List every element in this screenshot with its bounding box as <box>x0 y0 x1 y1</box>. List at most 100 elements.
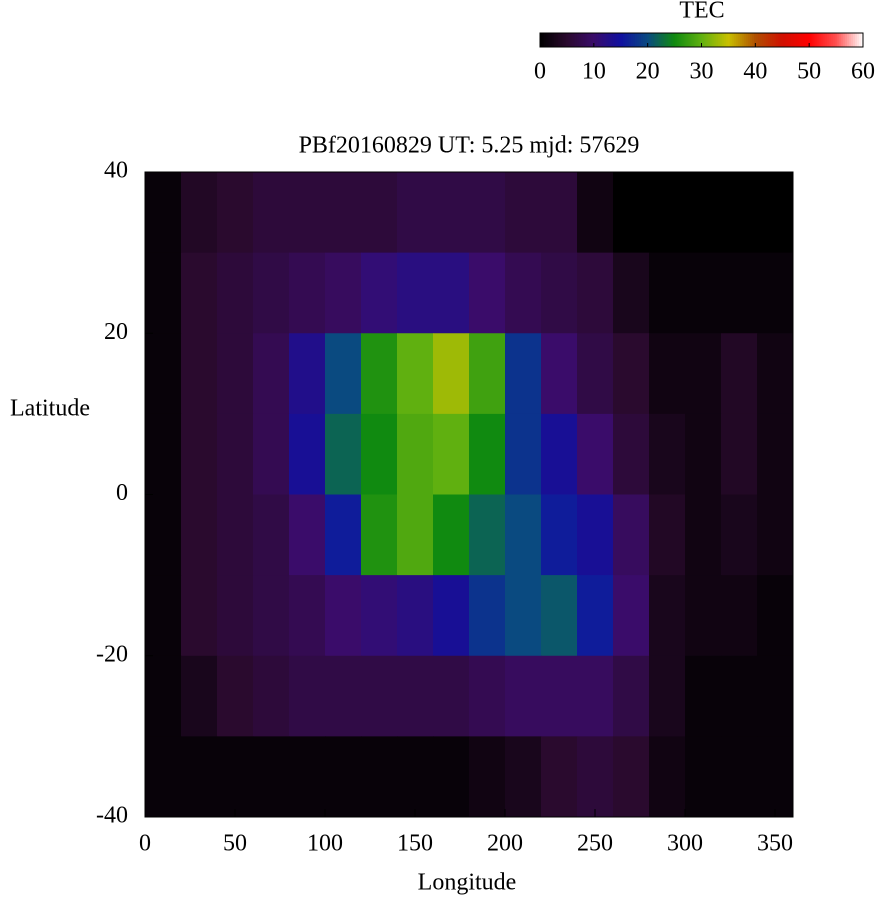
colorbar-swatch <box>806 33 809 47</box>
heat-cell <box>145 413 182 495</box>
colorbar-swatch <box>814 33 818 47</box>
colorbar-swatch <box>614 33 618 47</box>
heat-cell <box>505 494 542 576</box>
colorbar-tick-label: 40 <box>743 59 767 85</box>
heat-cell <box>505 655 542 737</box>
heat-cell <box>181 575 218 657</box>
colorbar-swatch <box>760 33 763 47</box>
heat-cell <box>325 333 362 415</box>
colorbar-swatch <box>612 33 616 47</box>
colorbar-swatch <box>574 33 577 47</box>
heat-cell <box>145 333 182 415</box>
colorbar-tick-label: 50 <box>797 59 821 85</box>
heat-cell <box>757 494 794 576</box>
colorbar-swatch <box>649 33 652 47</box>
heat-cell <box>685 655 722 737</box>
heat-cell <box>181 413 218 495</box>
colorbar-swatch <box>844 33 848 47</box>
heat-cell <box>613 252 650 334</box>
colorbar-swatch <box>770 33 773 47</box>
colorbar-swatch <box>659 33 662 47</box>
heat-cell <box>685 413 722 495</box>
colorbar-swatch <box>669 33 672 47</box>
heat-cell <box>469 413 506 495</box>
colorbar-swatch <box>644 33 648 47</box>
heat-cell <box>685 575 722 657</box>
heat-cell <box>289 172 326 254</box>
heat-cell <box>685 172 722 254</box>
colorbar-swatch <box>717 33 721 47</box>
heat-cell <box>217 172 254 254</box>
heat-cell <box>361 655 398 737</box>
colorbar-swatch <box>735 33 739 47</box>
heat-cell <box>469 333 506 415</box>
heat-cell <box>253 736 290 818</box>
colorbar-swatch <box>638 33 642 47</box>
heat-cell <box>649 575 686 657</box>
heat-cell <box>577 575 614 657</box>
heat-cell <box>217 494 254 576</box>
heat-cell <box>181 736 218 818</box>
heat-cell <box>613 655 650 737</box>
heat-cell <box>289 655 326 737</box>
colorbar-swatch <box>618 33 622 47</box>
x-tick-label: 50 <box>223 831 247 857</box>
colorbar-swatch <box>747 33 751 47</box>
colorbar-swatch <box>786 33 789 47</box>
heat-cell <box>613 736 650 818</box>
colorbar-swatch <box>830 33 834 47</box>
colorbar-swatch <box>824 33 828 47</box>
colorbar-swatch <box>699 33 702 47</box>
colorbar-swatch <box>776 33 779 47</box>
heat-cell <box>649 413 686 495</box>
colorbar-swatch <box>683 33 686 47</box>
colorbar-swatch <box>673 33 676 47</box>
colorbar-swatch <box>622 33 626 47</box>
heat-cell <box>757 413 794 495</box>
x-axis-label: Longitude <box>418 870 517 896</box>
heat-cell <box>757 575 794 657</box>
heat-cell <box>433 413 470 495</box>
heat-cell <box>577 736 614 818</box>
colorbar-swatch <box>796 33 799 47</box>
colorbar-swatch <box>741 33 745 47</box>
colorbar-swatch <box>766 33 769 47</box>
heat-cell <box>469 575 506 657</box>
heat-cell <box>181 333 218 415</box>
colorbar-tick-label: 0 <box>534 59 546 85</box>
colorbar-swatch <box>725 33 729 47</box>
colorbar-swatch <box>679 33 682 47</box>
heat-cell <box>289 333 326 415</box>
colorbar-swatch <box>620 33 624 47</box>
heat-cell <box>217 413 254 495</box>
colorbar-swatch <box>624 33 628 47</box>
colorbar-swatch <box>739 33 743 47</box>
colorbar-swatch <box>745 33 749 47</box>
colorbar-swatch <box>758 33 761 47</box>
colorbar-swatch <box>564 33 567 47</box>
heat-cell <box>541 252 578 334</box>
heat-cell <box>649 252 686 334</box>
colorbar-swatch <box>701 33 705 47</box>
colorbar-swatch <box>713 33 717 47</box>
colorbar-swatch <box>677 33 680 47</box>
heat-cell <box>325 172 362 254</box>
heat-cell <box>577 413 614 495</box>
colorbar-swatch <box>790 33 793 47</box>
x-tick-label: 200 <box>487 831 523 857</box>
x-tick-label: 100 <box>307 831 343 857</box>
heat-cell <box>433 172 470 254</box>
colorbar-swatch <box>562 33 565 47</box>
heat-cell <box>721 413 758 495</box>
heat-cell <box>757 655 794 737</box>
colorbar-swatch <box>576 33 579 47</box>
colorbar-swatch <box>834 33 838 47</box>
colorbar-swatch <box>556 33 559 47</box>
colorbar-swatch <box>566 33 569 47</box>
heat-cell <box>613 172 650 254</box>
colorbar-swatch <box>598 33 602 47</box>
heat-cell <box>613 575 650 657</box>
colorbar-swatch <box>794 33 797 47</box>
colorbar-swatch <box>586 33 589 47</box>
colorbar-swatch <box>552 33 555 47</box>
